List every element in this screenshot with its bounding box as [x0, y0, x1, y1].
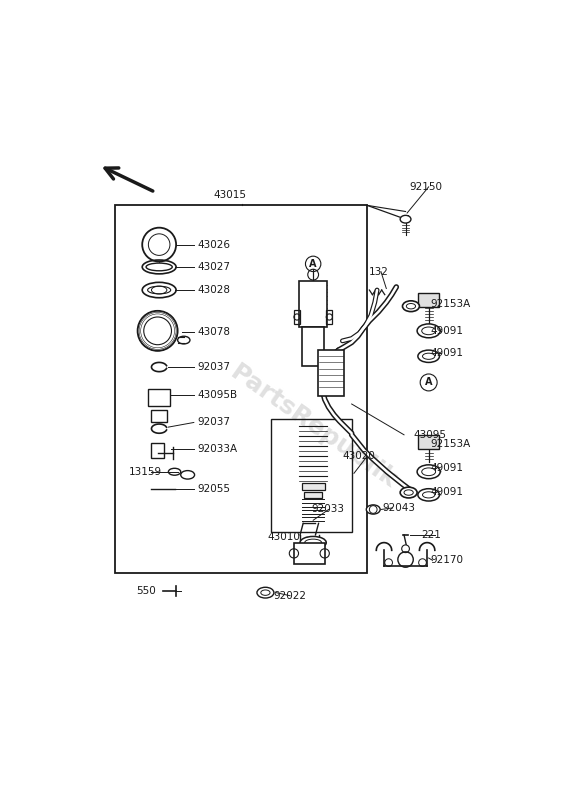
Ellipse shape: [417, 465, 440, 478]
Text: 92043: 92043: [383, 503, 415, 513]
Bar: [294, 542, 325, 564]
Text: 92055: 92055: [197, 484, 231, 494]
Text: 43028: 43028: [197, 285, 231, 295]
Text: 92033A: 92033A: [197, 445, 238, 454]
Text: A: A: [310, 259, 317, 269]
Ellipse shape: [418, 350, 439, 362]
Text: 92150: 92150: [409, 182, 443, 192]
Text: 132: 132: [369, 266, 388, 277]
Circle shape: [402, 545, 409, 553]
Text: 221: 221: [421, 530, 441, 540]
Text: 49091: 49091: [430, 463, 463, 473]
Bar: [418, 435, 439, 449]
Text: PartsRepublik: PartsRepublik: [225, 361, 401, 494]
Text: 92170: 92170: [430, 555, 463, 566]
Text: 43026: 43026: [197, 240, 231, 250]
Circle shape: [142, 228, 176, 262]
Text: 43078: 43078: [197, 327, 231, 338]
Text: 92153A: 92153A: [430, 299, 471, 309]
Ellipse shape: [366, 505, 380, 514]
Ellipse shape: [417, 324, 440, 338]
Ellipse shape: [300, 537, 326, 549]
Text: 43027: 43027: [197, 262, 231, 272]
Text: 92033: 92033: [312, 505, 345, 514]
Bar: [418, 293, 439, 307]
Text: 13159: 13159: [128, 466, 162, 477]
Text: 92037: 92037: [197, 362, 231, 372]
Bar: [304, 492, 322, 498]
Ellipse shape: [418, 489, 439, 501]
Ellipse shape: [402, 301, 419, 312]
Bar: [151, 442, 164, 458]
Ellipse shape: [400, 487, 417, 498]
Text: 43095B: 43095B: [197, 390, 238, 400]
Bar: [303, 327, 324, 366]
Bar: [148, 389, 170, 406]
Text: 92022: 92022: [273, 590, 306, 601]
Circle shape: [138, 311, 178, 351]
Text: 49091: 49091: [430, 326, 463, 336]
Bar: [271, 419, 352, 532]
Text: 49091: 49091: [430, 348, 463, 358]
Text: 92153A: 92153A: [430, 439, 471, 449]
Bar: [299, 281, 327, 327]
Text: 49091: 49091: [430, 486, 463, 497]
Bar: [114, 206, 367, 574]
Bar: [326, 310, 332, 324]
Ellipse shape: [257, 587, 274, 598]
Text: 550: 550: [136, 586, 156, 596]
Bar: [294, 310, 300, 324]
Bar: [151, 410, 167, 422]
Text: 43010: 43010: [267, 532, 300, 542]
Text: 43020: 43020: [342, 451, 376, 462]
Bar: [301, 482, 325, 490]
Text: A: A: [425, 378, 432, 387]
Text: 92037: 92037: [197, 418, 231, 427]
Text: 43015: 43015: [213, 190, 246, 199]
Text: 43095: 43095: [413, 430, 446, 440]
Bar: [318, 350, 344, 396]
Ellipse shape: [400, 215, 411, 223]
